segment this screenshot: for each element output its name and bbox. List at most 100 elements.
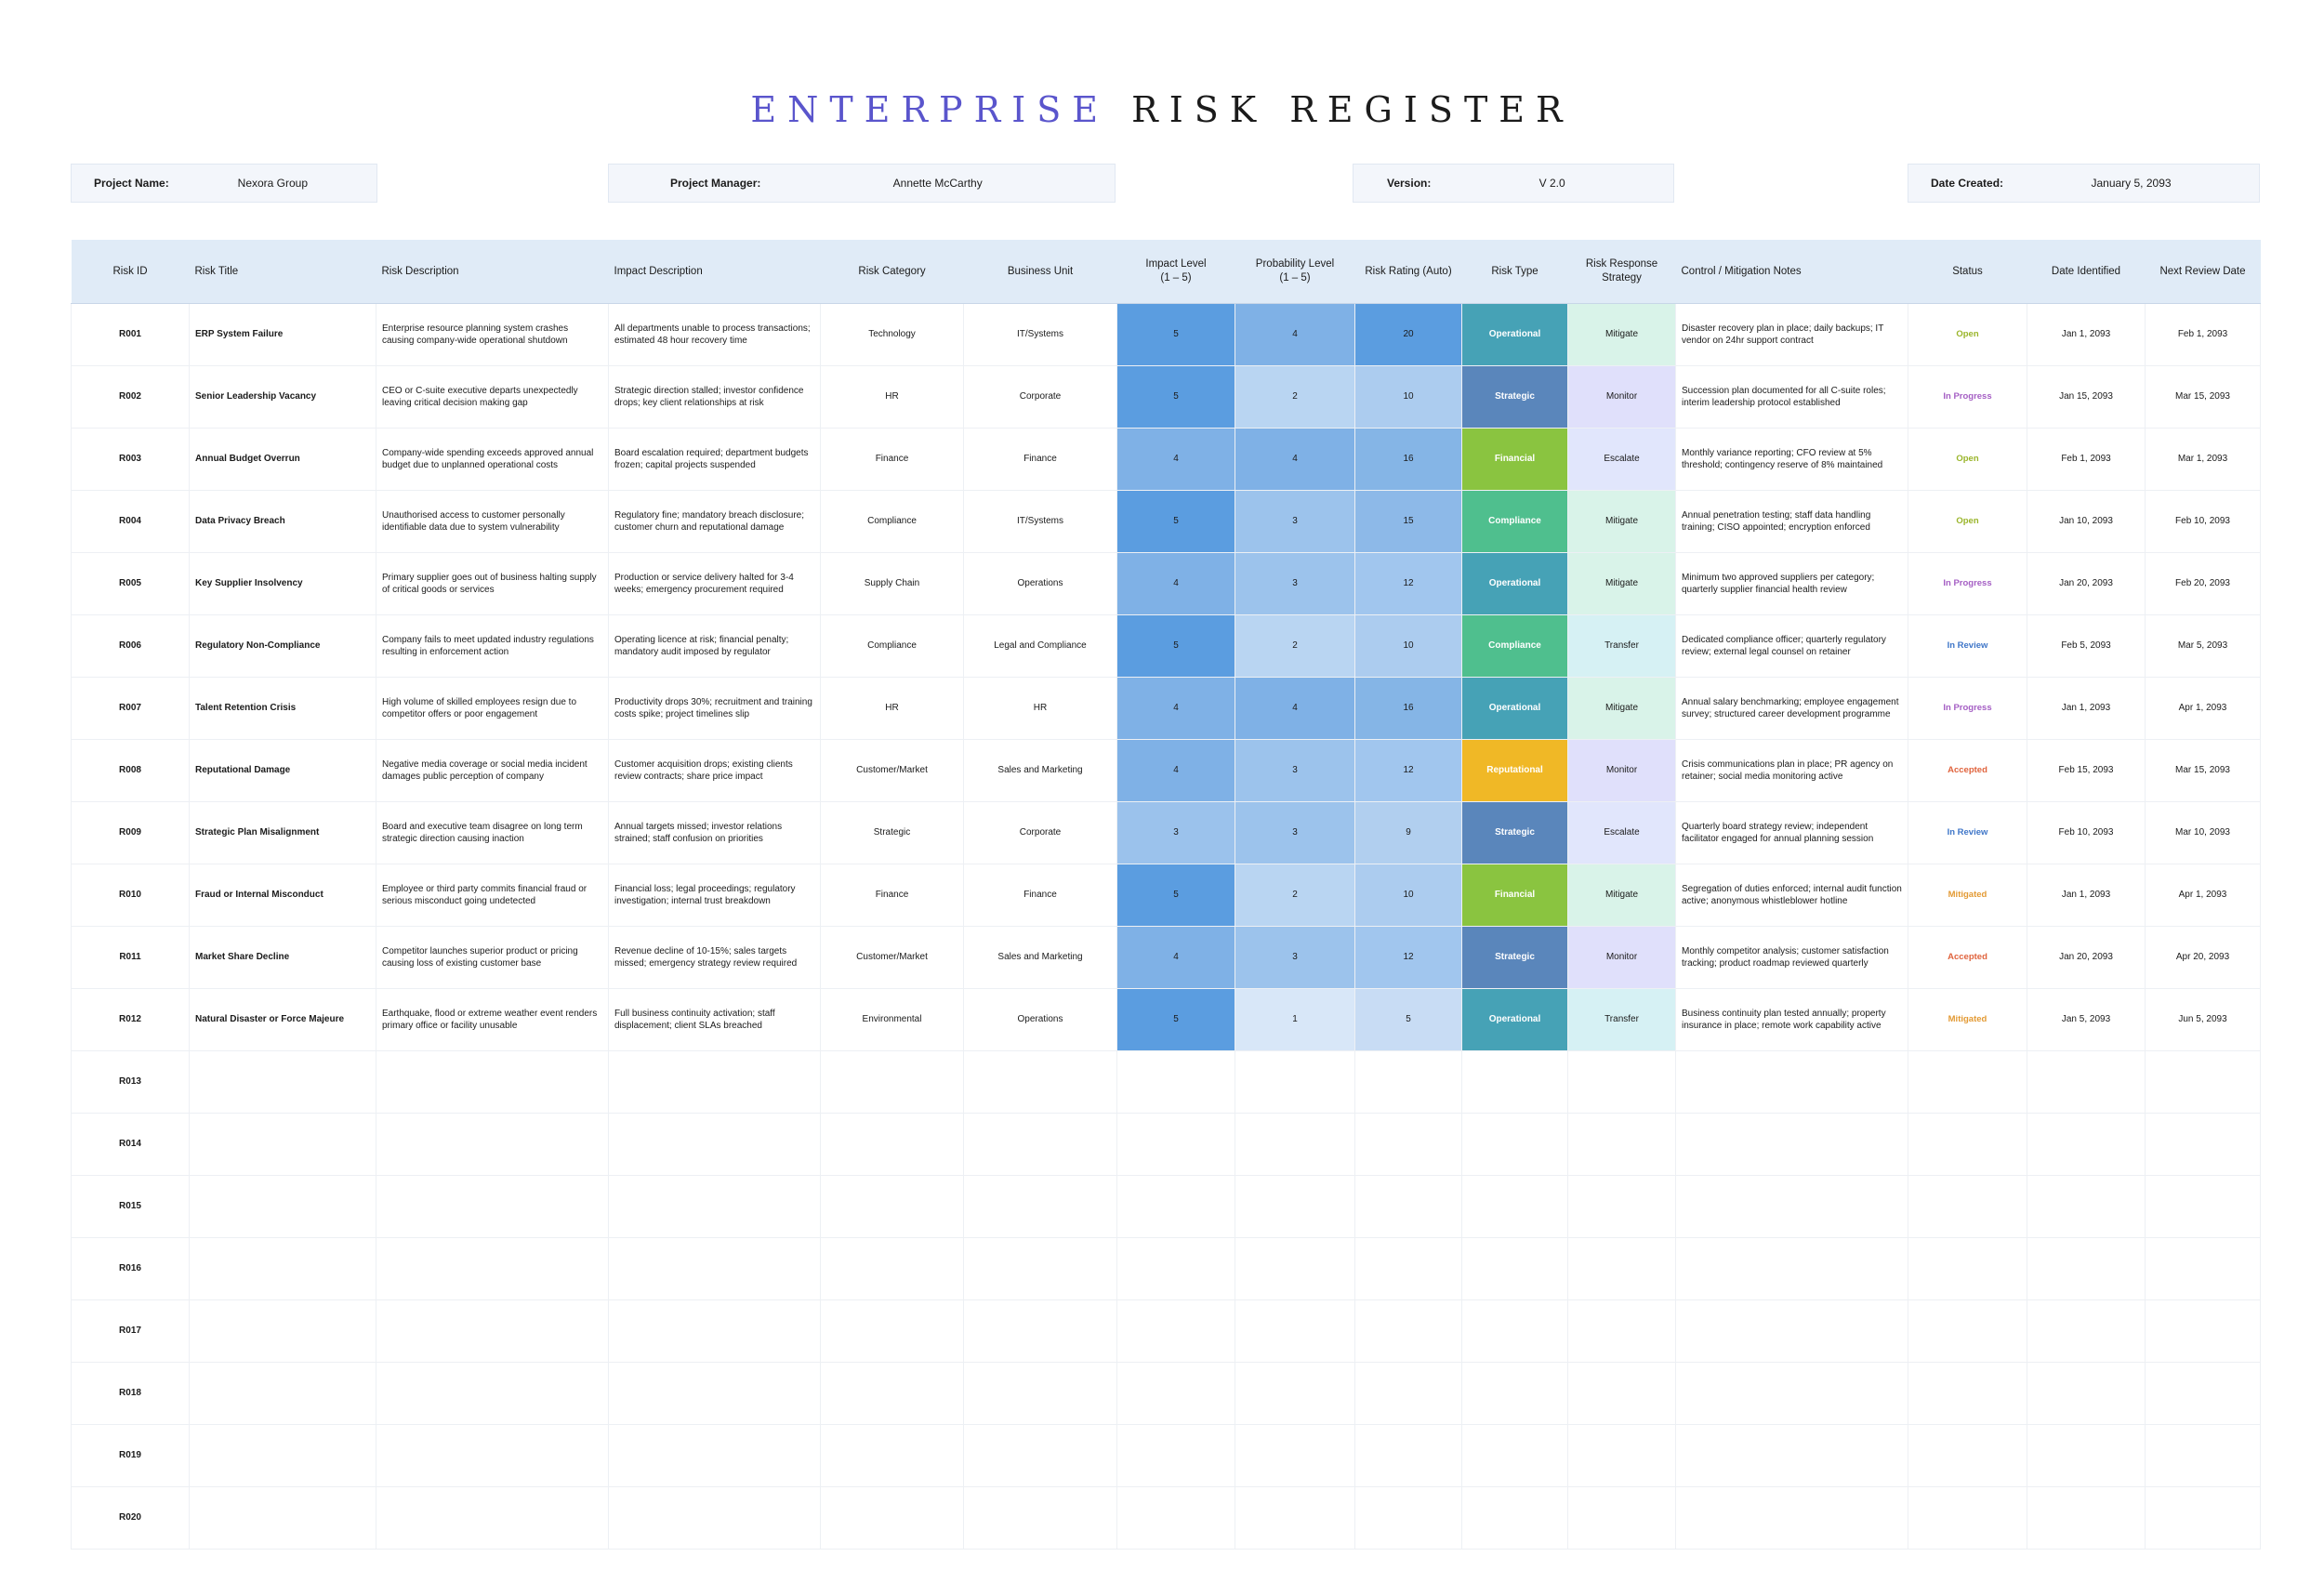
status-cell[interactable]: In Progress	[1908, 365, 2027, 429]
next-review-cell[interactable]	[2145, 1113, 2261, 1176]
risk-category-cell[interactable]: Compliance	[820, 614, 964, 678]
table-row[interactable]: R020	[71, 1486, 2261, 1550]
status-cell[interactable]: In Review	[1908, 801, 2027, 864]
risk-category-cell[interactable]: Customer/Market	[820, 739, 964, 802]
date-identified-cell[interactable]: Feb 1, 2093	[2027, 428, 2146, 491]
risk-title-cell[interactable]	[189, 1486, 376, 1550]
business-unit-cell[interactable]: Sales and Marketing	[963, 739, 1117, 802]
response-strategy-cell[interactable]: Mitigate	[1567, 303, 1676, 366]
risk-title-cell[interactable]	[189, 1237, 376, 1300]
risk-title-cell[interactable]: ERP System Failure	[189, 303, 376, 366]
impact-level-cell[interactable]	[1116, 1424, 1235, 1487]
col-header[interactable]: Status	[1908, 240, 2027, 304]
business-unit-cell[interactable]: Operations	[963, 988, 1117, 1051]
risk-rating-cell[interactable]: 16	[1354, 677, 1462, 740]
table-row[interactable]: R003 Annual Budget Overrun Company-wide sp…	[71, 428, 2261, 491]
probability-level-cell[interactable]: 2	[1235, 365, 1355, 429]
risk-type-cell[interactable]	[1461, 1237, 1568, 1300]
probability-level-cell[interactable]	[1235, 1113, 1355, 1176]
status-cell[interactable]	[1908, 1424, 2027, 1487]
risk-type-cell[interactable]: Operational	[1461, 552, 1568, 615]
col-header[interactable]: Date Identified	[2027, 240, 2146, 304]
table-row[interactable]: R004 Data Privacy Breach Unauthorised acce…	[71, 490, 2261, 553]
risk-type-cell[interactable]: Strategic	[1461, 365, 1568, 429]
risk-id-cell[interactable]: R006	[71, 614, 190, 678]
impact-level-cell[interactable]	[1116, 1050, 1235, 1114]
status-cell[interactable]: Open	[1908, 490, 2027, 553]
risk-rating-cell[interactable]	[1354, 1113, 1462, 1176]
risk-category-cell[interactable]	[820, 1362, 964, 1425]
next-review-cell[interactable]: Mar 1, 2093	[2145, 428, 2261, 491]
business-unit-cell[interactable]	[963, 1299, 1117, 1363]
probability-level-cell[interactable]: 3	[1235, 739, 1355, 802]
risk-category-cell[interactable]: Customer/Market	[820, 926, 964, 989]
risk-title-cell[interactable]: Regulatory Non-Compliance	[189, 614, 376, 678]
risk-title-cell[interactable]	[189, 1175, 376, 1238]
table-row[interactable]: R013	[71, 1050, 2261, 1114]
response-strategy-cell[interactable]	[1567, 1424, 1676, 1487]
impact-level-cell[interactable]: 4	[1116, 926, 1235, 989]
next-review-cell[interactable]: Feb 10, 2093	[2145, 490, 2261, 553]
risk-type-cell[interactable]	[1461, 1424, 1568, 1487]
probability-level-cell[interactable]: 4	[1235, 428, 1355, 491]
response-strategy-cell[interactable]: Transfer	[1567, 614, 1676, 678]
impact-level-cell[interactable]	[1116, 1113, 1235, 1176]
table-row[interactable]: R016	[71, 1237, 2261, 1300]
status-cell[interactable]: Mitigated	[1908, 988, 2027, 1051]
table-row[interactable]: R001 ERP System Failure Enterprise resourc…	[71, 303, 2261, 366]
risk-description-cell[interactable]	[376, 1113, 609, 1176]
risk-description-cell[interactable]: Negative media coverage or social media …	[376, 739, 609, 802]
risk-id-cell[interactable]: R012	[71, 988, 190, 1051]
impact-description-cell[interactable]	[608, 1299, 821, 1363]
business-unit-cell[interactable]: IT/Systems	[963, 490, 1117, 553]
risk-id-cell[interactable]: R011	[71, 926, 190, 989]
risk-description-cell[interactable]: Enterprise resource planning system cras…	[376, 303, 609, 366]
table-row[interactable]: R012 Natural Disaster or Force Majeure Ear…	[71, 988, 2261, 1051]
risk-title-cell[interactable]	[189, 1362, 376, 1425]
risk-rating-cell[interactable]: 9	[1354, 801, 1462, 864]
table-row[interactable]: R008 Reputational Damage Negative media co…	[71, 739, 2261, 802]
col-header[interactable]: Risk Description	[376, 240, 609, 304]
mitigation-notes-cell[interactable]	[1675, 1486, 1908, 1550]
probability-level-cell[interactable]: 3	[1235, 490, 1355, 553]
mitigation-notes-cell[interactable]	[1675, 1050, 1908, 1114]
table-row[interactable]: R018	[71, 1362, 2261, 1425]
table-row[interactable]: R015	[71, 1175, 2261, 1238]
next-review-cell[interactable]: Feb 1, 2093	[2145, 303, 2261, 366]
next-review-cell[interactable]: Mar 15, 2093	[2145, 739, 2261, 802]
response-strategy-cell[interactable]: Transfer	[1567, 988, 1676, 1051]
risk-category-cell[interactable]	[820, 1175, 964, 1238]
risk-category-cell[interactable]	[820, 1113, 964, 1176]
date-identified-cell[interactable]	[2027, 1050, 2146, 1114]
risk-rating-cell[interactable]	[1354, 1424, 1462, 1487]
business-unit-cell[interactable]: Finance	[963, 864, 1117, 927]
risk-description-cell[interactable]: Company-wide spending exceeds approved a…	[376, 428, 609, 491]
probability-level-cell[interactable]	[1235, 1237, 1355, 1300]
impact-level-cell[interactable]: 4	[1116, 677, 1235, 740]
risk-type-cell[interactable]: Compliance	[1461, 614, 1568, 678]
impact-level-cell[interactable]: 5	[1116, 365, 1235, 429]
impact-description-cell[interactable]: All departments unable to process transa…	[608, 303, 821, 366]
risk-description-cell[interactable]: Competitor launches superior product or …	[376, 926, 609, 989]
date-identified-cell[interactable]: Feb 10, 2093	[2027, 801, 2146, 864]
risk-description-cell[interactable]: Primary supplier goes out of business ha…	[376, 552, 609, 615]
risk-description-cell[interactable]: CEO or C-suite executive departs unexpec…	[376, 365, 609, 429]
risk-description-cell[interactable]	[376, 1362, 609, 1425]
business-unit-cell[interactable]: Sales and Marketing	[963, 926, 1117, 989]
mitigation-notes-cell[interactable]: Segregation of duties enforced; internal…	[1675, 864, 1908, 927]
mitigation-notes-cell[interactable]: Succession plan documented for all C-sui…	[1675, 365, 1908, 429]
impact-description-cell[interactable]: Board escalation required; department bu…	[608, 428, 821, 491]
date-identified-cell[interactable]: Jan 15, 2093	[2027, 365, 2146, 429]
table-row[interactable]: R014	[71, 1113, 2261, 1176]
risk-rating-cell[interactable]: 5	[1354, 988, 1462, 1051]
mitigation-notes-cell[interactable]	[1675, 1299, 1908, 1363]
impact-description-cell[interactable]: Full business continuity activation; sta…	[608, 988, 821, 1051]
risk-title-cell[interactable]: Market Share Decline	[189, 926, 376, 989]
status-cell[interactable]	[1908, 1050, 2027, 1114]
impact-description-cell[interactable]	[608, 1486, 821, 1550]
risk-type-cell[interactable]: Operational	[1461, 988, 1568, 1051]
risk-id-cell[interactable]: R019	[71, 1424, 190, 1487]
business-unit-cell[interactable]: HR	[963, 677, 1117, 740]
status-cell[interactable]	[1908, 1113, 2027, 1176]
response-strategy-cell[interactable]: Mitigate	[1567, 864, 1676, 927]
